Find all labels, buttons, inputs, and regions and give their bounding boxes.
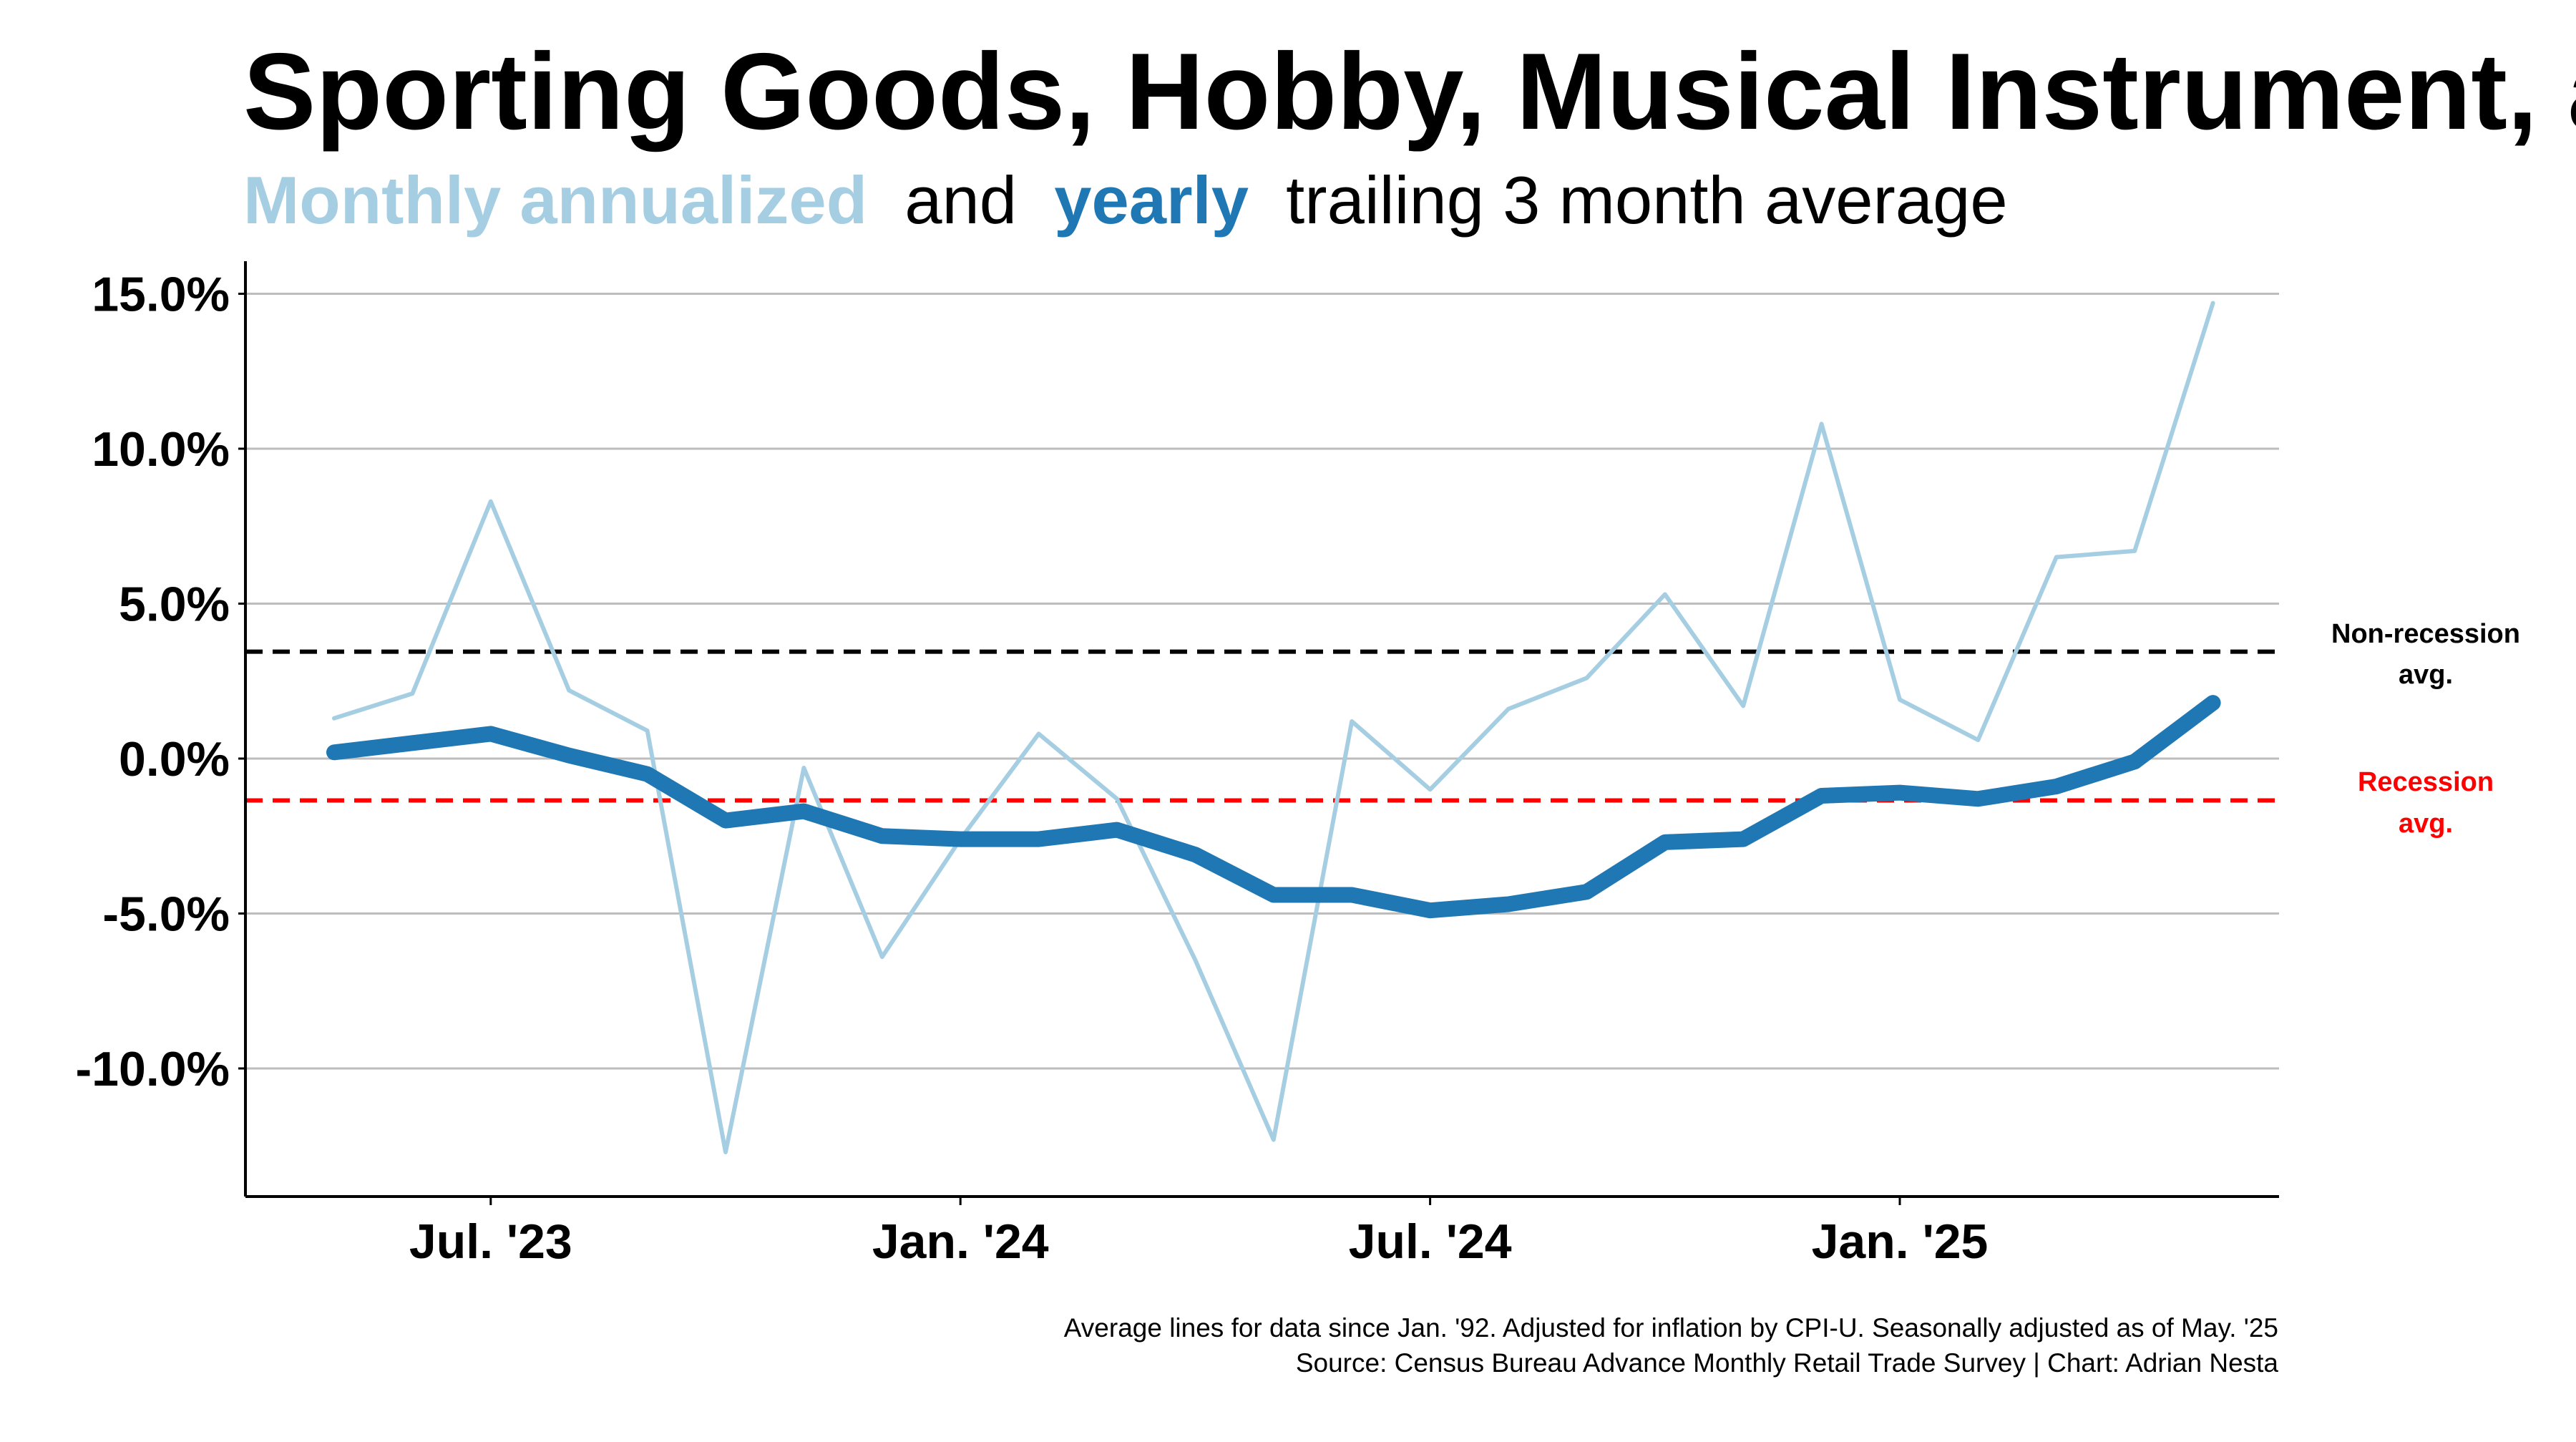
subtitle-rest: trailing 3 month average [1286,162,2007,238]
gridlines [245,293,2279,1070]
x-tick-label: Jul. '24 [1349,1214,1512,1269]
recession-label: Recession [2358,767,2494,797]
x-tick-label: Jan. '24 [872,1214,1049,1269]
reference-lines [245,649,2279,803]
y-tick-label: 0.0% [119,732,230,786]
x-tick-label: Jan. '25 [1812,1214,1989,1269]
non-recession-label-avg: avg. [2399,660,2453,690]
footer-note: Average lines for data since Jan. '92. A… [1064,1313,2278,1343]
chart-title: Sporting Goods, Hobby, Musical Instrumen… [243,31,2576,152]
subtitle-yearly-label: yearly [1054,162,1249,238]
subtitle-connector: and [904,162,1017,238]
chart-subtitle: Monthly annualized and yearly trailing 3… [243,162,2008,238]
monthly-annualized-line [332,301,2215,1154]
y-tick-label: 5.0% [119,578,230,632]
series-lines [326,301,2221,1154]
subtitle-monthly-label: Monthly annualized [243,162,867,238]
axes [238,261,2279,1205]
recession-label-avg: avg. [2399,809,2453,839]
yearly-line [326,695,2221,919]
x-tick-label: Jul. '23 [409,1214,572,1269]
y-tick-label: -5.0% [102,887,230,942]
y-tick-label: 10.0% [92,422,230,477]
footer-source: Source: Census Bureau Advance Monthly Re… [1296,1348,2279,1378]
y-tick-label: -10.0% [76,1042,230,1096]
y-tick-label: 15.0% [92,268,230,322]
non-recession-label: Non-recession [2331,619,2520,649]
axis-labels: 15.0% 10.0% 5.0% 0.0% -5.0% -10.0% Jul. '23 Jan… [76,268,1989,1270]
